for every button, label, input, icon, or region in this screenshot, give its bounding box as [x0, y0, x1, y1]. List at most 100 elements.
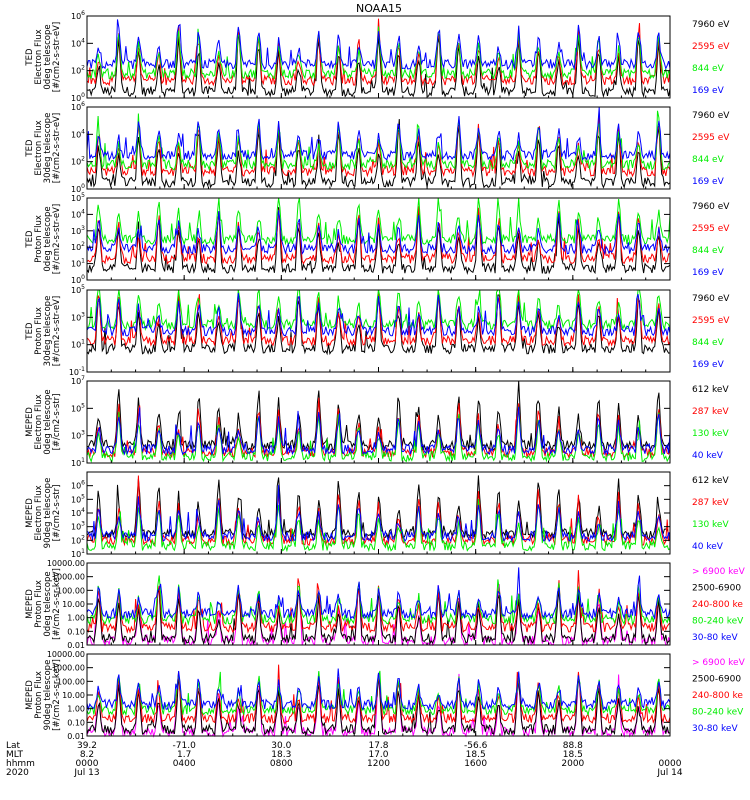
panel-6: 101 102 103 104 105 106 MEPED Electron Flux 90de… [25, 471, 729, 559]
legend-entry: 7960 eV [692, 111, 730, 121]
legend-entry: 844 eV [692, 246, 725, 256]
y-tick-label: 1000.00 [52, 664, 85, 673]
y-tick-label: 100 [71, 92, 85, 103]
panel-8: 0.01 0.10 1.00 10.00 100.00 1000.00 10000.00 ME… [25, 650, 746, 741]
y-axis-label-line: 0deg telescope [43, 24, 53, 89]
x-tick-label-lat: 88.8 [563, 741, 583, 751]
y-axis-label-line: TED [25, 48, 35, 67]
y-tick-label: 103 [71, 225, 85, 236]
y-axis-label-line: 0deg telescope [43, 389, 53, 454]
y-axis-label-line: 0deg telescope [43, 206, 53, 271]
panel-1: 100 102 104 106 TED Electron Flux 0deg telesco… [25, 10, 730, 103]
legend-entry: 240-800 ke [692, 691, 743, 701]
legend-entry: 80-240 keV [692, 708, 744, 718]
series-line-6-2 [86, 475, 671, 547]
y-tick-label: 100 [71, 274, 85, 285]
y-tick-label: 103 [71, 521, 85, 532]
legend-entry: 130 keV [692, 520, 729, 530]
x-tick-label-lat: -71.0 [173, 741, 197, 751]
panel-2: 100 102 104 106 TED Electron Flux 30deg telesc… [25, 101, 730, 194]
series-line-8-5 [86, 668, 671, 711]
y-tick-label: 10.00 [62, 600, 85, 609]
y-tick-label: 102 [71, 156, 85, 167]
legend-entry: 2595 eV [692, 42, 730, 52]
y-axis-label-line: Electron Flux [34, 29, 44, 84]
legend-entry: 2595 eV [692, 133, 730, 143]
legend-entry: 2595 eV [692, 224, 730, 234]
panel-4: 10-1 101 103 105 TED Proton Flux 30deg telesco… [25, 284, 730, 377]
series-line-8-4 [86, 670, 671, 717]
y-tick-label: 104 [71, 208, 85, 219]
chart-title: NOAA15 [356, 2, 402, 15]
y-axis-label-line: Proton Flux [34, 671, 44, 719]
y-tick-label: 100 [71, 183, 85, 194]
series-line-3-2 [86, 206, 671, 265]
y-axis-label-line: [#/cm2-s-str-eV] [52, 113, 62, 183]
y-tick-label: 101 [71, 258, 85, 269]
y-tick-label: 1.00 [67, 614, 85, 623]
y-tick-label: 100.00 [57, 677, 85, 686]
legend-entry: > 6900 keV [692, 658, 746, 668]
series-line-2-2 [86, 113, 671, 178]
y-axis-label-line: [#/cm2-s-str-eV] [52, 204, 62, 274]
y-tick-label: 102 [71, 65, 85, 76]
panel-5: 101 103 105 107 MEPED Electron Flux 0deg teles… [25, 375, 729, 468]
x-row-label: Lat [6, 741, 21, 751]
x-row-label: MLT [6, 750, 24, 760]
series-line-4-4 [86, 292, 671, 338]
legend-entry: 2500-6900 [692, 675, 741, 685]
legend-entry: 40 keV [692, 542, 724, 552]
y-tick-label: 103 [71, 311, 85, 322]
legend-entry: 80-240 keV [692, 617, 744, 627]
y-tick-label: 102 [71, 534, 85, 545]
y-tick-label: 0.10 [67, 718, 85, 727]
x-row-label: hhmm [6, 759, 35, 769]
x-tick-label-time: 1600 [464, 759, 487, 769]
y-axis-label-line: [#/cm2-s-str-eV] [52, 296, 62, 366]
y-axis-label-line: TED [25, 322, 35, 341]
y-tick-label: 0.10 [67, 627, 85, 636]
legend-entry: 7960 eV [692, 202, 730, 212]
x-tick-label-date: Jul 13 [73, 768, 99, 778]
series-line-3-4 [86, 210, 670, 256]
y-axis-label-line: Electron Flux [34, 120, 44, 175]
legend-entry: 130 keV [692, 429, 729, 439]
series-line-6-4 [86, 484, 671, 543]
series-line-2-3 [86, 110, 671, 171]
y-axis-label-line: Proton Flux [34, 307, 44, 355]
series-line-1-4 [86, 19, 671, 71]
series-line-2-4 [86, 106, 671, 162]
x-tick-label-mlt: 8.2 [80, 750, 94, 760]
legend-entry: 7960 eV [692, 20, 730, 30]
series-line-1-3 [86, 26, 671, 81]
x-tick-label-mlt: 18.5 [466, 750, 486, 760]
y-tick-label: 1000.00 [52, 573, 85, 582]
x-row-label: 2020 [6, 768, 29, 778]
y-axis-label-line: [#/cm2-s-str-eV] [52, 22, 62, 92]
legend-entry: 169 eV [692, 360, 725, 370]
legend-entry: 612 keV [692, 385, 729, 395]
y-axis-label-line: Electron Flux [34, 394, 44, 449]
y-tick-label: 101 [71, 548, 85, 559]
y-tick-label: 10000.00 [47, 650, 85, 659]
y-tick-label: 101 [71, 339, 85, 350]
series-line-5-4 [86, 406, 671, 456]
series-line-7-5 [86, 567, 671, 621]
x-tick-label-lat: 30.0 [271, 741, 291, 751]
y-tick-label: 0.01 [67, 732, 85, 741]
legend-entry: 240-800 ke [692, 600, 743, 610]
y-tick-label: 105 [71, 402, 85, 413]
y-axis-label-line: MEPED [25, 498, 35, 528]
x-tick-label-time: 0000 [659, 759, 682, 769]
x-tick-label-time: 1200 [367, 759, 390, 769]
y-tick-label: 10.00 [62, 691, 85, 700]
legend-entry: 2595 eV [692, 316, 730, 326]
y-tick-label: 107 [71, 375, 85, 386]
y-tick-label: 0.01 [67, 641, 85, 650]
x-tick-label-mlt: 18.5 [563, 750, 583, 760]
series-line-7-3 [86, 570, 671, 634]
x-tick-label-mlt: 1.7 [177, 750, 191, 760]
y-tick-label: 106 [71, 10, 85, 21]
y-tick-label: 101 [71, 457, 85, 468]
